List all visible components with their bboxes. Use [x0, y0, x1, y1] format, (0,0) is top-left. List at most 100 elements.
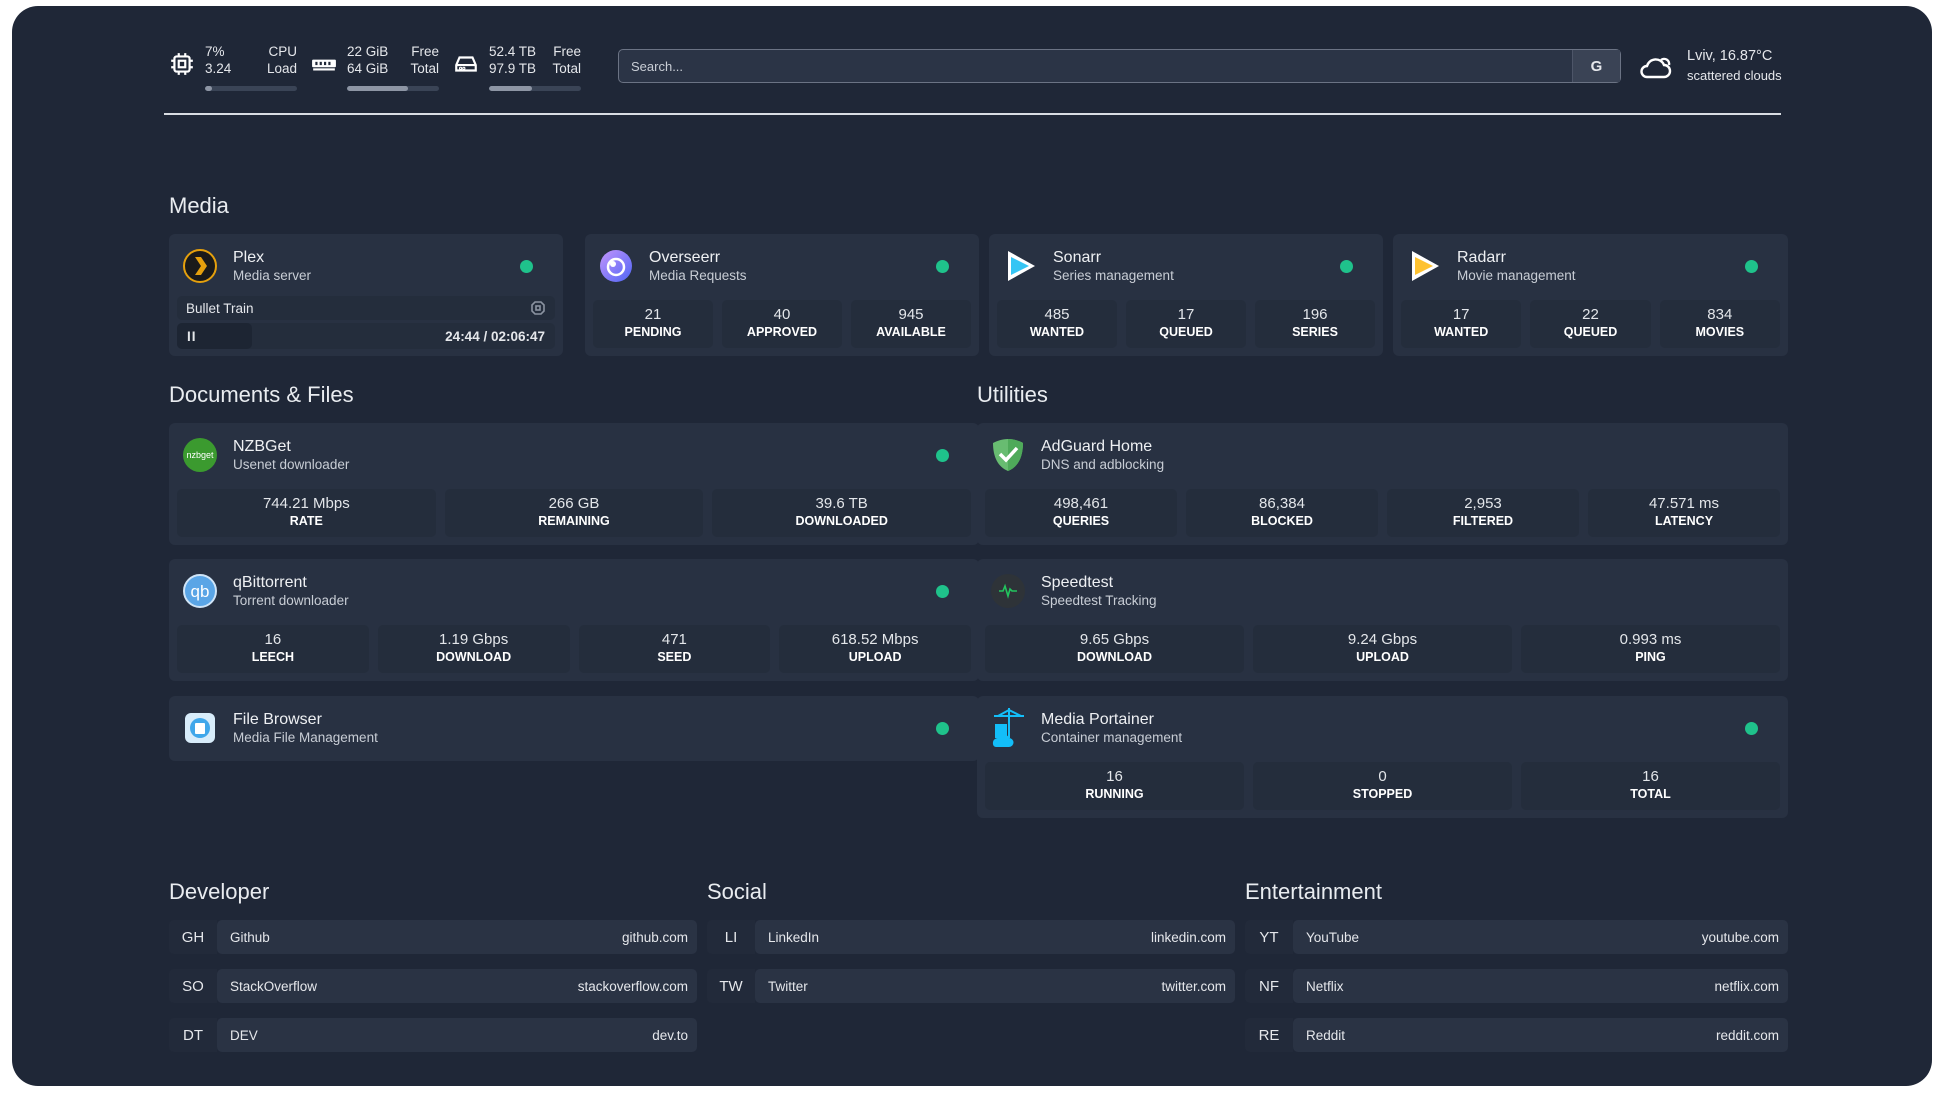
stat-value: 9.24 Gbps — [1347, 631, 1418, 648]
service-name: Plex — [233, 249, 265, 266]
section-title-social: Social — [707, 879, 767, 904]
status-online-indicator — [1745, 722, 1758, 735]
pause-button[interactable]: II — [177, 323, 252, 349]
stream-info-icon[interactable] — [531, 301, 545, 315]
stat-block: 16 LEECH — [177, 625, 369, 673]
service-name: Speedtest — [1041, 574, 1114, 591]
bookmark-abbr: GH — [169, 920, 217, 954]
free-label: Free — [411, 44, 439, 59]
bookmark-name[interactable]: Github — [230, 929, 270, 945]
stat-block: 2,953 FILTERED — [1387, 489, 1579, 537]
bookmark-dev[interactable]: DT DEV dev.to — [169, 1018, 697, 1052]
search-input[interactable] — [619, 50, 1572, 82]
service-card-sonarr[interactable]: Sonarr Series management 485 WANTED 17 QUEU… — [989, 234, 1383, 356]
bookmark-reddit[interactable]: RE Reddit reddit.com — [1245, 1018, 1788, 1052]
bookmark-url[interactable]: stackoverflow.com — [577, 978, 688, 994]
bookmark-name[interactable]: Reddit — [1306, 1027, 1346, 1043]
stat-label: SEED — [657, 650, 692, 664]
service-name: Radarr — [1457, 249, 1506, 266]
bookmark-abbr: DT — [169, 1018, 217, 1052]
section-title-utilities: Utilities — [977, 382, 1048, 407]
bookmark-name[interactable]: DEV — [230, 1027, 258, 1043]
bookmark-abbr: TW — [707, 969, 755, 1003]
bookmark-url[interactable]: linkedin.com — [1150, 929, 1226, 945]
bookmark-name[interactable]: Twitter — [768, 978, 808, 994]
bookmark-url[interactable]: netflix.com — [1714, 978, 1779, 994]
stat-block: 21 PENDING — [593, 300, 713, 348]
service-card-filebrowser[interactable]: File Browser Media File Management — [169, 696, 979, 761]
search-provider-button[interactable]: G — [1572, 50, 1620, 82]
bookmark-abbr: LI — [707, 920, 755, 954]
portainer-icon — [989, 708, 1027, 747]
service-card-radarr[interactable]: Radarr Movie management 17 WANTED 22 QUEUED… — [1393, 234, 1788, 356]
bookmark-abbr: SO — [169, 969, 217, 1003]
stat-block: 1.19 Gbps DOWNLOAD — [377, 625, 570, 673]
service-card-qbittorrent[interactable]: qb qBittorrent Torrent downloader 16 LEEC… — [169, 559, 979, 681]
disk-free: 52.4 TB — [489, 44, 537, 59]
adguard-icon — [989, 436, 1027, 474]
bookmark-linkedin[interactable]: LI LinkedIn linkedin.com — [707, 920, 1235, 954]
disk-usage-bar — [489, 86, 581, 91]
stat-value: 9.65 Gbps — [1079, 631, 1150, 648]
stat-block: 16 TOTAL — [1521, 762, 1780, 810]
memory-total: 64 GiB — [347, 61, 389, 76]
bookmark-url[interactable]: youtube.com — [1701, 929, 1779, 945]
stat-block: 266 GB REMAINING — [444, 489, 704, 537]
stat-label: UPLOAD — [1356, 650, 1409, 664]
bookmark-url[interactable]: dev.to — [652, 1027, 688, 1043]
stat-label: AVAILABLE — [876, 325, 946, 339]
stat-block: 39.6 TB DOWNLOADED — [712, 489, 972, 537]
stat-label: FILTERED — [1452, 514, 1514, 528]
bookmark-name[interactable]: LinkedIn — [768, 929, 820, 945]
service-card-speedtest[interactable]: Speedtest Speedtest Tracking 9.65 Gbps DO… — [977, 559, 1788, 681]
bookmark-github[interactable]: GH Github github.com — [169, 920, 697, 954]
stat-block: 834 MOVIES — [1659, 300, 1780, 348]
service-stats: 21 PENDING 40 APPROVED 945 AVAILABLE — [593, 300, 971, 348]
svg-text:nzbget: nzbget — [186, 450, 214, 460]
stat-value: 2,953 — [1464, 495, 1502, 512]
stat-value: 1.19 Gbps — [439, 631, 509, 648]
nzbget-icon: nzbget — [181, 436, 219, 474]
search-box: G — [618, 49, 1621, 83]
bookmark-url[interactable]: github.com — [621, 929, 688, 945]
bookmark-stackoverflow[interactable]: SO StackOverflow stackoverflow.com — [169, 969, 697, 1003]
status-online-indicator — [936, 449, 949, 462]
service-name: Media Portainer — [1041, 711, 1154, 728]
cpu-usage: 7% — [205, 44, 225, 59]
stat-block: 86,384 BLOCKED — [1186, 489, 1378, 537]
cpu-usage-bar — [205, 86, 297, 91]
stat-block: 0 STOPPED — [1253, 762, 1512, 810]
bookmark-twitter[interactable]: TW Twitter twitter.com — [707, 969, 1235, 1003]
stat-value: 47.571 ms — [1648, 495, 1720, 512]
bookmark-url[interactable]: reddit.com — [1715, 1027, 1779, 1043]
status-online-indicator — [936, 585, 949, 598]
service-description: Movie management — [1457, 268, 1576, 283]
stat-block: 485 WANTED — [997, 300, 1117, 348]
service-card-overseerr[interactable]: Overseerr Media Requests 21 PENDING 40 APPR… — [585, 234, 979, 356]
bookmark-netflix[interactable]: NF Netflix netflix.com — [1245, 969, 1788, 1003]
stat-value: 40 — [773, 306, 791, 323]
stat-block: 471 SEED — [578, 625, 771, 673]
stat-label: PING — [1635, 650, 1666, 664]
stat-label: QUERIES — [1052, 514, 1110, 528]
bookmark-name[interactable]: Netflix — [1306, 978, 1344, 994]
service-card-adguard[interactable]: AdGuard Home DNS and adblocking 498,461 Q… — [977, 423, 1788, 545]
bookmark-youtube[interactable]: YT YouTube youtube.com — [1245, 920, 1788, 954]
service-stats: 744.21 Mbps RATE 266 GB REMAINING 39.6 TB DOW… — [177, 489, 972, 537]
stat-value: 16 — [1642, 768, 1659, 785]
bookmark-url[interactable]: twitter.com — [1161, 978, 1226, 994]
stat-block: 17 WANTED — [1401, 300, 1522, 348]
weather-location-temp: Lviv, 16.87°C — [1687, 48, 1773, 64]
stat-label: UPLOAD — [848, 650, 902, 664]
service-card-nzbget[interactable]: nzbget NZBGet Usenet downloader 744.21 M… — [169, 423, 979, 545]
bookmark-name[interactable]: StackOverflow — [230, 978, 318, 994]
stat-label: WANTED — [1029, 325, 1085, 339]
service-card-plex[interactable]: Plex Media server Bullet Train II 24:44 / … — [169, 234, 563, 356]
bookmark-abbr: NF — [1245, 969, 1293, 1003]
stat-value: 0.993 ms — [1619, 631, 1682, 648]
memory-icon — [312, 59, 336, 71]
bookmark-name[interactable]: YouTube — [1306, 929, 1360, 945]
qbittorrent-icon: qb — [181, 572, 219, 610]
file-browser-icon — [181, 709, 219, 747]
service-card-portainer[interactable]: Media Portainer Container management 16 R… — [977, 696, 1788, 818]
